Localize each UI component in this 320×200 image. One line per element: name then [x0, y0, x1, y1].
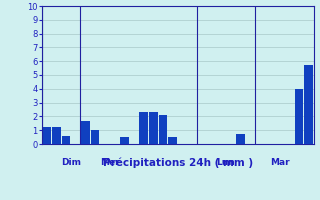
Bar	[304, 65, 313, 144]
Bar	[295, 89, 303, 144]
Bar	[168, 137, 177, 144]
Bar	[81, 121, 90, 144]
Text: Dim: Dim	[61, 158, 81, 167]
Text: Lun: Lun	[216, 158, 235, 167]
Bar	[91, 130, 100, 144]
Bar	[120, 137, 129, 144]
Bar	[42, 127, 51, 144]
Text: Mar: Mar	[270, 158, 290, 167]
Bar	[61, 136, 70, 144]
Text: Mer: Mer	[100, 158, 119, 167]
Bar	[159, 115, 167, 144]
Bar	[139, 112, 148, 144]
Bar	[149, 112, 158, 144]
Bar	[236, 134, 245, 144]
X-axis label: Précipitations 24h ( mm ): Précipitations 24h ( mm )	[102, 158, 253, 168]
Bar	[52, 127, 60, 144]
